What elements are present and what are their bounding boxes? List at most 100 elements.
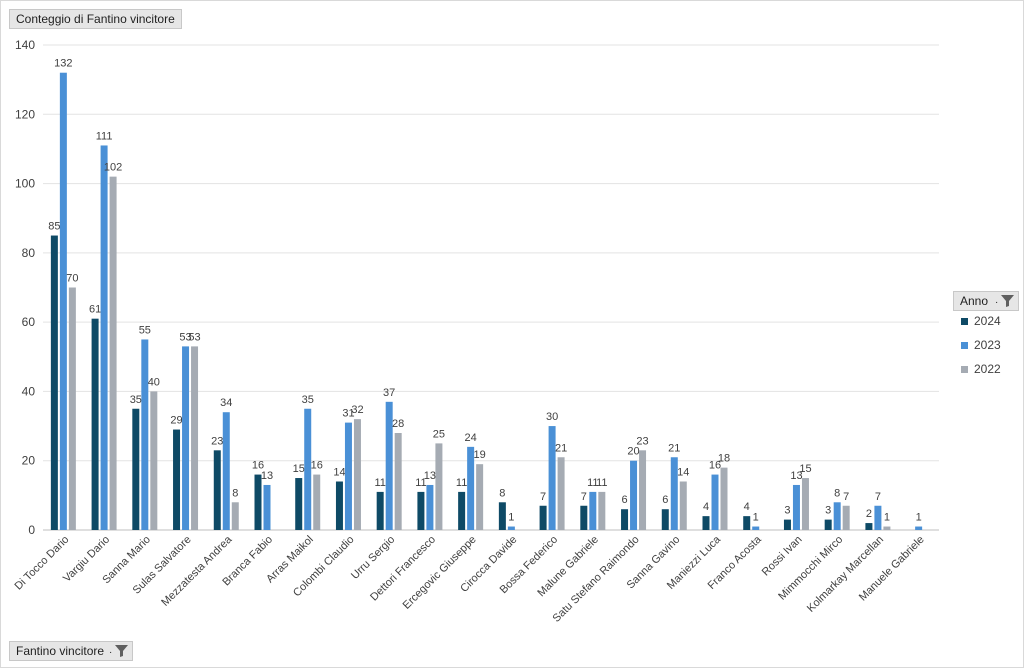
axis-field-button[interactable]: Fantino vincitore . — [9, 641, 134, 661]
data-label: 53 — [179, 331, 191, 343]
value-field-button[interactable]: Conteggio di Fantino vincitore — [9, 9, 182, 29]
bar — [621, 509, 629, 530]
data-label: 35 — [130, 394, 142, 406]
bar — [874, 505, 882, 530]
data-label: 70 — [66, 273, 78, 285]
legend-label: 2024 — [974, 314, 1001, 328]
data-label: 6 — [621, 494, 627, 506]
data-label: 7 — [875, 491, 881, 503]
category-label: Kolmarkay Marcellan — [805, 534, 886, 615]
category-label: Ercegovic Giuseppe — [401, 534, 479, 612]
bar — [842, 505, 850, 530]
bar — [426, 484, 434, 530]
data-label: 1 — [508, 512, 514, 524]
bar — [335, 481, 343, 530]
bar — [222, 412, 230, 530]
data-label: 35 — [302, 394, 314, 406]
bar — [702, 516, 710, 530]
data-label: 24 — [465, 432, 477, 444]
bar — [344, 422, 352, 530]
legend-field-button[interactable]: Anno . — [953, 291, 1019, 311]
bar — [865, 523, 873, 530]
data-label: 11 — [596, 477, 607, 489]
filter-dropdown-icon[interactable] — [114, 644, 129, 658]
bar — [141, 339, 149, 530]
bar — [630, 460, 638, 530]
data-label: 13 — [424, 470, 436, 482]
data-label: 7 — [581, 491, 587, 503]
filter-dropdown-icon[interactable] — [1000, 294, 1015, 308]
y-tick-label: 120 — [15, 107, 35, 121]
data-label: 14 — [333, 467, 345, 479]
y-tick-label: 0 — [28, 523, 35, 537]
bar — [679, 481, 687, 530]
bar — [417, 491, 425, 530]
data-label: 14 — [677, 467, 689, 479]
bar — [50, 235, 58, 531]
data-label: 13 — [790, 470, 802, 482]
data-label: 16 — [709, 460, 721, 472]
data-label: 16 — [252, 460, 264, 472]
bar — [801, 478, 809, 530]
data-label: 37 — [383, 387, 395, 399]
data-label: 132 — [54, 58, 72, 70]
bar — [150, 391, 158, 530]
bar — [191, 346, 199, 530]
data-label: 3 — [825, 505, 831, 517]
data-label: 4 — [703, 501, 709, 513]
data-label: 11 — [415, 477, 426, 489]
data-label: 18 — [718, 453, 730, 465]
data-label: 7 — [540, 491, 546, 503]
dot-icon: . — [109, 645, 113, 656]
data-label: 102 — [104, 162, 122, 174]
category-label: Di Tocco Dario — [13, 534, 72, 593]
data-label: 55 — [139, 324, 151, 336]
bar — [182, 346, 190, 530]
data-label: 34 — [220, 397, 232, 409]
legend-item: 2022 — [961, 362, 1001, 376]
bar — [720, 467, 728, 530]
data-label: 25 — [433, 428, 445, 440]
bar — [883, 526, 891, 530]
data-label: 11 — [456, 477, 467, 489]
y-tick-label: 40 — [22, 384, 36, 398]
data-label: 23 — [636, 435, 648, 447]
dot-icon: . — [995, 295, 998, 306]
bar — [385, 401, 393, 530]
bar — [467, 446, 475, 530]
bar — [109, 176, 117, 530]
bar — [59, 72, 67, 530]
y-tick-label: 20 — [22, 454, 36, 468]
bar — [498, 502, 506, 530]
data-label: 21 — [668, 442, 680, 454]
value-field-label: Conteggio di Fantino vincitore — [16, 12, 175, 26]
data-label: 13 — [261, 470, 273, 482]
bar — [213, 450, 221, 530]
bar — [661, 509, 669, 530]
bar — [91, 318, 99, 530]
bar — [295, 478, 303, 530]
bar — [752, 526, 760, 530]
bar — [68, 287, 76, 530]
data-label: 3 — [784, 505, 790, 517]
legend-item: 2023 — [961, 338, 1001, 352]
y-tick-label: 140 — [15, 38, 35, 52]
data-label: 32 — [351, 404, 363, 416]
data-label: 6 — [662, 494, 668, 506]
bar — [507, 526, 515, 530]
data-label: 19 — [474, 449, 486, 461]
data-label: 31 — [342, 408, 354, 420]
data-label: 8 — [834, 487, 840, 499]
legend-swatch — [961, 318, 968, 326]
bar — [394, 433, 402, 530]
bar — [557, 457, 565, 530]
data-label: 4 — [744, 501, 750, 513]
legend-label: 2023 — [974, 338, 1001, 352]
data-label: 2 — [866, 508, 872, 520]
data-label: 85 — [48, 221, 60, 233]
y-tick-label: 60 — [22, 315, 36, 329]
data-label: 8 — [232, 487, 238, 499]
bar — [353, 419, 361, 530]
